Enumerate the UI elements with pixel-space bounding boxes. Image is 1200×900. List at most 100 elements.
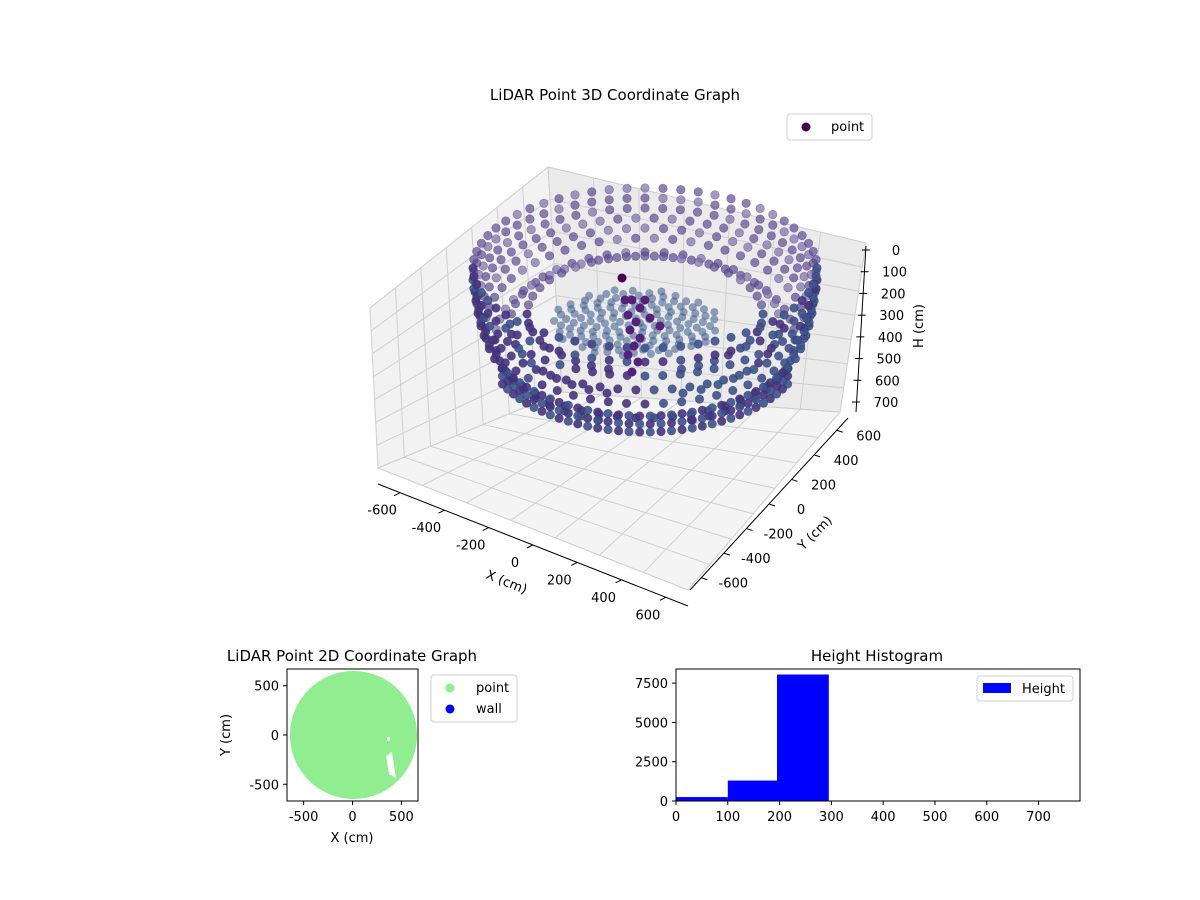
point-3d <box>762 265 773 275</box>
point-3d <box>702 219 712 229</box>
point-3d <box>605 336 614 345</box>
x-tick-mark <box>526 544 534 549</box>
point-3d <box>779 323 789 333</box>
point-3d <box>692 323 701 332</box>
point-3d <box>711 232 722 242</box>
y-tick-label-3d: 200 <box>811 478 836 493</box>
histogram-bar <box>727 780 777 801</box>
point-3d <box>780 264 790 274</box>
point-3d <box>573 419 583 429</box>
point-3d <box>707 403 717 413</box>
histogram-bars <box>676 674 829 801</box>
point-3d <box>539 209 549 219</box>
point-3d <box>612 234 622 244</box>
point-3d <box>621 398 632 409</box>
point-3d <box>554 346 564 356</box>
grid-line <box>404 456 710 566</box>
point-3d <box>635 427 645 437</box>
point-3d <box>617 273 627 283</box>
point-3d <box>501 323 511 333</box>
point-3d <box>469 255 479 265</box>
point-3d <box>523 300 534 310</box>
point-3d <box>640 295 650 305</box>
x-tick-label-hist: 0 <box>672 810 680 825</box>
point-3d <box>491 234 501 244</box>
grid-line <box>720 210 731 404</box>
point-3d <box>612 252 622 263</box>
grid-line <box>456 434 754 515</box>
point-3d <box>700 305 708 314</box>
x-tick-mark <box>438 509 445 514</box>
y-axis-label-3d: Y (cm) <box>795 513 836 554</box>
point-3d <box>568 390 579 400</box>
legend-2d-point-marker <box>445 683 455 693</box>
point-3d <box>476 288 487 298</box>
point-3d <box>554 413 564 423</box>
point-3d <box>703 240 714 250</box>
point-3d <box>552 385 562 396</box>
point-3d <box>472 280 482 290</box>
point-3d <box>514 343 524 353</box>
point-3d <box>627 295 637 305</box>
point-3d <box>583 413 593 423</box>
point-3d <box>655 321 665 331</box>
point-3d <box>535 283 545 293</box>
point-3d <box>583 421 593 431</box>
point-3d <box>631 385 641 395</box>
axes-hist-frame <box>675 668 1081 802</box>
point-3d <box>787 329 797 339</box>
point-3d <box>605 369 615 379</box>
point-3d <box>677 225 687 235</box>
point-3d <box>625 325 635 335</box>
x-tick-mark <box>571 561 578 566</box>
y-tick-mark <box>746 528 753 532</box>
point-3d <box>571 210 581 220</box>
point-3d <box>583 405 593 415</box>
point-3d <box>720 245 730 255</box>
grid-line <box>377 467 689 591</box>
point-3d <box>506 247 516 257</box>
point-3d <box>604 195 614 205</box>
point-3d <box>590 348 599 357</box>
legend-3d-marker <box>801 122 811 132</box>
point-3d <box>560 245 570 255</box>
gap-2d <box>386 752 396 778</box>
point-3d <box>667 214 677 224</box>
point-3d <box>673 317 682 326</box>
point-3d <box>496 343 506 353</box>
point-3d <box>604 185 614 195</box>
point-3d <box>603 417 613 427</box>
point-3d <box>612 293 620 302</box>
point-3d <box>685 382 695 392</box>
point-3d <box>539 341 549 351</box>
point-3d <box>796 282 806 292</box>
point-3d <box>645 411 655 421</box>
point-3d <box>709 262 720 272</box>
histogram-bar <box>777 674 829 801</box>
point-3d <box>657 287 666 296</box>
point-3d <box>566 330 574 339</box>
point-3d <box>563 400 573 410</box>
point-3d <box>691 309 700 318</box>
point-3d <box>491 303 501 313</box>
point-3d <box>754 349 764 360</box>
y-tick-label-hist: 5000 <box>635 716 668 731</box>
point-3d <box>766 343 776 353</box>
point-3d <box>784 255 794 265</box>
point-3d <box>812 263 822 273</box>
point-3d <box>487 263 498 273</box>
point-3d <box>656 427 666 437</box>
point-3d <box>671 345 680 354</box>
point-3d <box>779 227 789 237</box>
point-3d <box>678 388 688 398</box>
point-3d <box>675 369 685 379</box>
point-3d <box>493 245 503 255</box>
point-3d <box>554 305 563 314</box>
point-3d <box>755 214 765 224</box>
point-3d <box>710 200 720 210</box>
point-3d <box>755 336 765 346</box>
point-3d <box>506 273 516 284</box>
point-3d <box>797 308 807 319</box>
point-3d <box>584 384 594 395</box>
point-3d <box>540 355 550 365</box>
